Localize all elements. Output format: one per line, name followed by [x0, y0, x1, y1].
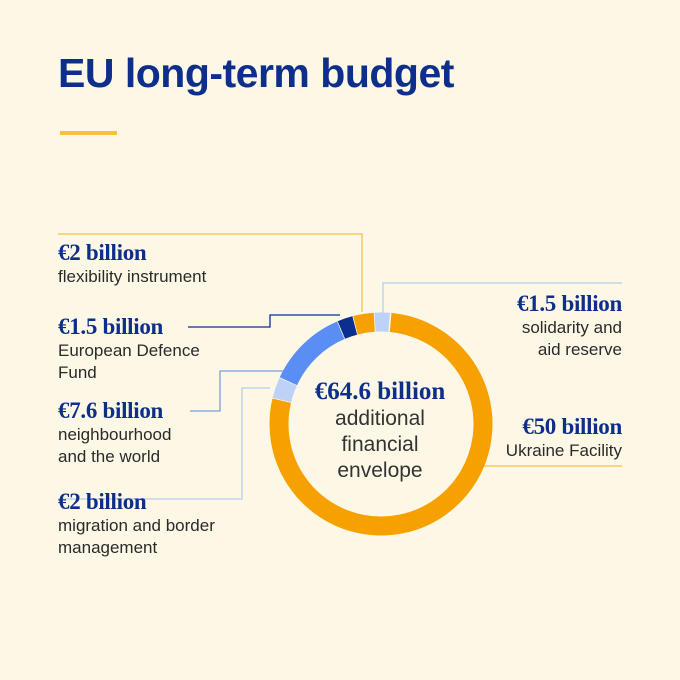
- label-ukraine-value: €50 billion: [522, 414, 622, 439]
- label-neighbourhood: €7.6 billion neighbourhood and the world: [58, 398, 171, 468]
- leader-defence: [188, 314, 340, 328]
- donut-slice-separator: [388, 312, 392, 332]
- label-solidarity-value: €1.5 billion: [516, 291, 622, 316]
- leader-lines: [58, 233, 622, 500]
- label-migration-desc-1: migration and border: [58, 516, 215, 535]
- label-flexibility-desc: flexibility instrument: [58, 267, 207, 286]
- label-defence-value: €1.5 billion: [58, 314, 164, 339]
- donut-slice-neighbourhood-and-the-world: [279, 321, 346, 386]
- label-migration-desc-2: management: [58, 538, 158, 557]
- donut-slice-ukraine-facility: [269, 312, 493, 536]
- label-defence: €1.5 billion European Defence Fund: [58, 314, 200, 384]
- leader-solidarity: [382, 282, 622, 316]
- label-ukraine: €50 billion Ukraine Facility: [505, 414, 623, 462]
- center-line-2: financial: [341, 433, 419, 456]
- label-ukraine-desc: Ukraine Facility: [505, 441, 622, 460]
- label-flexibility-value: €2 billion: [58, 240, 147, 265]
- label-solidarity-desc-2: aid reserve: [537, 340, 622, 359]
- label-solidarity-desc-1: solidarity and: [521, 318, 622, 337]
- label-defence-desc-2: Fund: [58, 363, 97, 382]
- label-neighbourhood-desc-1: neighbourhood: [58, 425, 172, 444]
- center-total: €64.6 billion: [314, 378, 446, 405]
- title-underline: [60, 131, 117, 135]
- center-line-3: envelope: [337, 459, 423, 482]
- leader-neighbourhood: [190, 370, 288, 412]
- label-migration-value: €2 billion: [58, 489, 147, 514]
- label-solidarity: €1.5 billion solidarity and aid reserve: [517, 291, 622, 361]
- center-line-1: additional: [335, 407, 425, 430]
- donut-slice-flexibility-instrument: [353, 312, 376, 335]
- page-title: EU long-term budget: [58, 50, 454, 96]
- leader-migration: [58, 387, 270, 500]
- label-flexibility: €2 billion flexibility instrument: [58, 240, 206, 288]
- label-migration: €2 billion migration and border manageme…: [58, 489, 215, 559]
- label-defence-desc-1: European Defence: [58, 341, 200, 360]
- label-neighbourhood-value: €7.6 billion: [58, 398, 164, 423]
- label-neighbourhood-desc-2: and the world: [58, 447, 161, 466]
- donut-slices: [269, 312, 493, 536]
- leader-flexibility: [58, 233, 363, 312]
- donut-slice-european-defence-fund: [337, 316, 358, 339]
- donut-center-label: €64.6 billion additional financial envel…: [282, 378, 478, 484]
